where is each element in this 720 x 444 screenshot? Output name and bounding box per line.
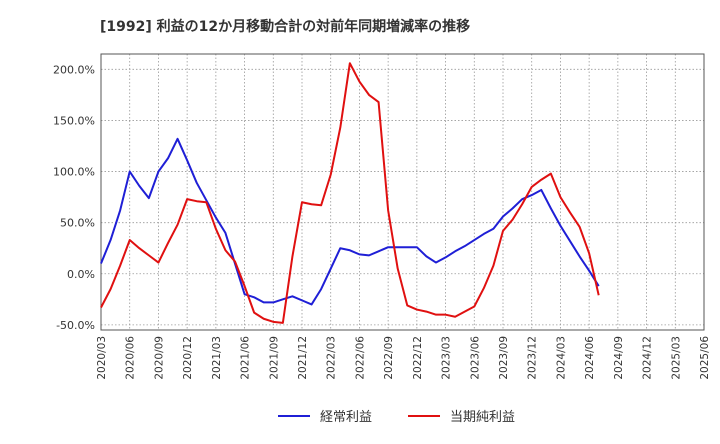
y-tick-label: -50.0%: [56, 319, 95, 332]
y-axis-tick-labels: -50.0% 0.0% 50.0% 100.0% 150.0% 200.0%: [53, 63, 95, 332]
x-tick-label: 2020/12: [182, 336, 194, 380]
y-tick-label: 0.0%: [67, 268, 95, 281]
y-tick-label: 200.0%: [53, 63, 95, 76]
x-tick-label: 2024/06: [584, 336, 596, 380]
legend: 経常利益 当期純利益: [278, 410, 515, 425]
x-tick-label: 2025/03: [670, 336, 682, 380]
x-tick-label: 2024/12: [642, 336, 654, 380]
y-tick-label: 50.0%: [60, 217, 95, 230]
x-tick-label: 2023/09: [498, 336, 510, 380]
y-tick-label: 100.0%: [53, 166, 95, 179]
plot-frame: [100, 53, 705, 331]
x-tick-label: 2020/06: [125, 336, 137, 380]
x-tick-label: 2021/06: [240, 336, 252, 380]
legend-label: 経常利益: [320, 410, 372, 425]
x-tick-label: 2024/09: [613, 336, 625, 380]
chart-title: [1992] 利益の12か月移動合計の対前年同期増減率の推移: [100, 18, 470, 35]
x-tick-label: 2021/03: [211, 336, 223, 380]
series-lines: [100, 62, 600, 324]
series-line-ordinary-profit: [100, 137, 600, 306]
x-tick-label: 2023/06: [469, 336, 481, 380]
x-tick-label: 2024/03: [555, 336, 567, 380]
x-tick-label: 2021/12: [297, 336, 309, 380]
x-tick-label: 2023/12: [527, 336, 539, 380]
y-tick-label: 150.0%: [53, 114, 95, 127]
x-tick-label: 2022/12: [412, 336, 424, 380]
x-tick-label: 2020/09: [153, 336, 165, 380]
legend-label: 当期純利益: [450, 410, 515, 425]
x-tick-label: 2025/06: [699, 336, 711, 380]
x-tick-label: 2022/03: [326, 336, 338, 380]
x-axis-tick-labels: 2020/03 2020/06 2020/09 2020/12 2021/03 2021/…: [96, 336, 711, 380]
x-tick-label: 2022/09: [383, 336, 395, 380]
x-tick-label: 2022/06: [354, 336, 366, 380]
x-tick-label: 2020/03: [96, 336, 108, 380]
x-tick-label: 2021/09: [268, 336, 280, 380]
x-tick-label: 2023/03: [441, 336, 453, 380]
series-line-net-income: [100, 62, 600, 324]
